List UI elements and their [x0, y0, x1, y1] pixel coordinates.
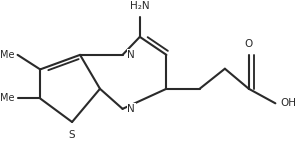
Text: OH: OH	[281, 98, 297, 108]
Text: S: S	[69, 130, 75, 140]
Text: N: N	[127, 104, 135, 114]
Text: Me: Me	[0, 93, 15, 103]
Text: Me: Me	[0, 50, 15, 60]
Text: N: N	[127, 50, 135, 60]
Text: O: O	[245, 39, 253, 49]
Text: H₂N: H₂N	[130, 1, 150, 11]
